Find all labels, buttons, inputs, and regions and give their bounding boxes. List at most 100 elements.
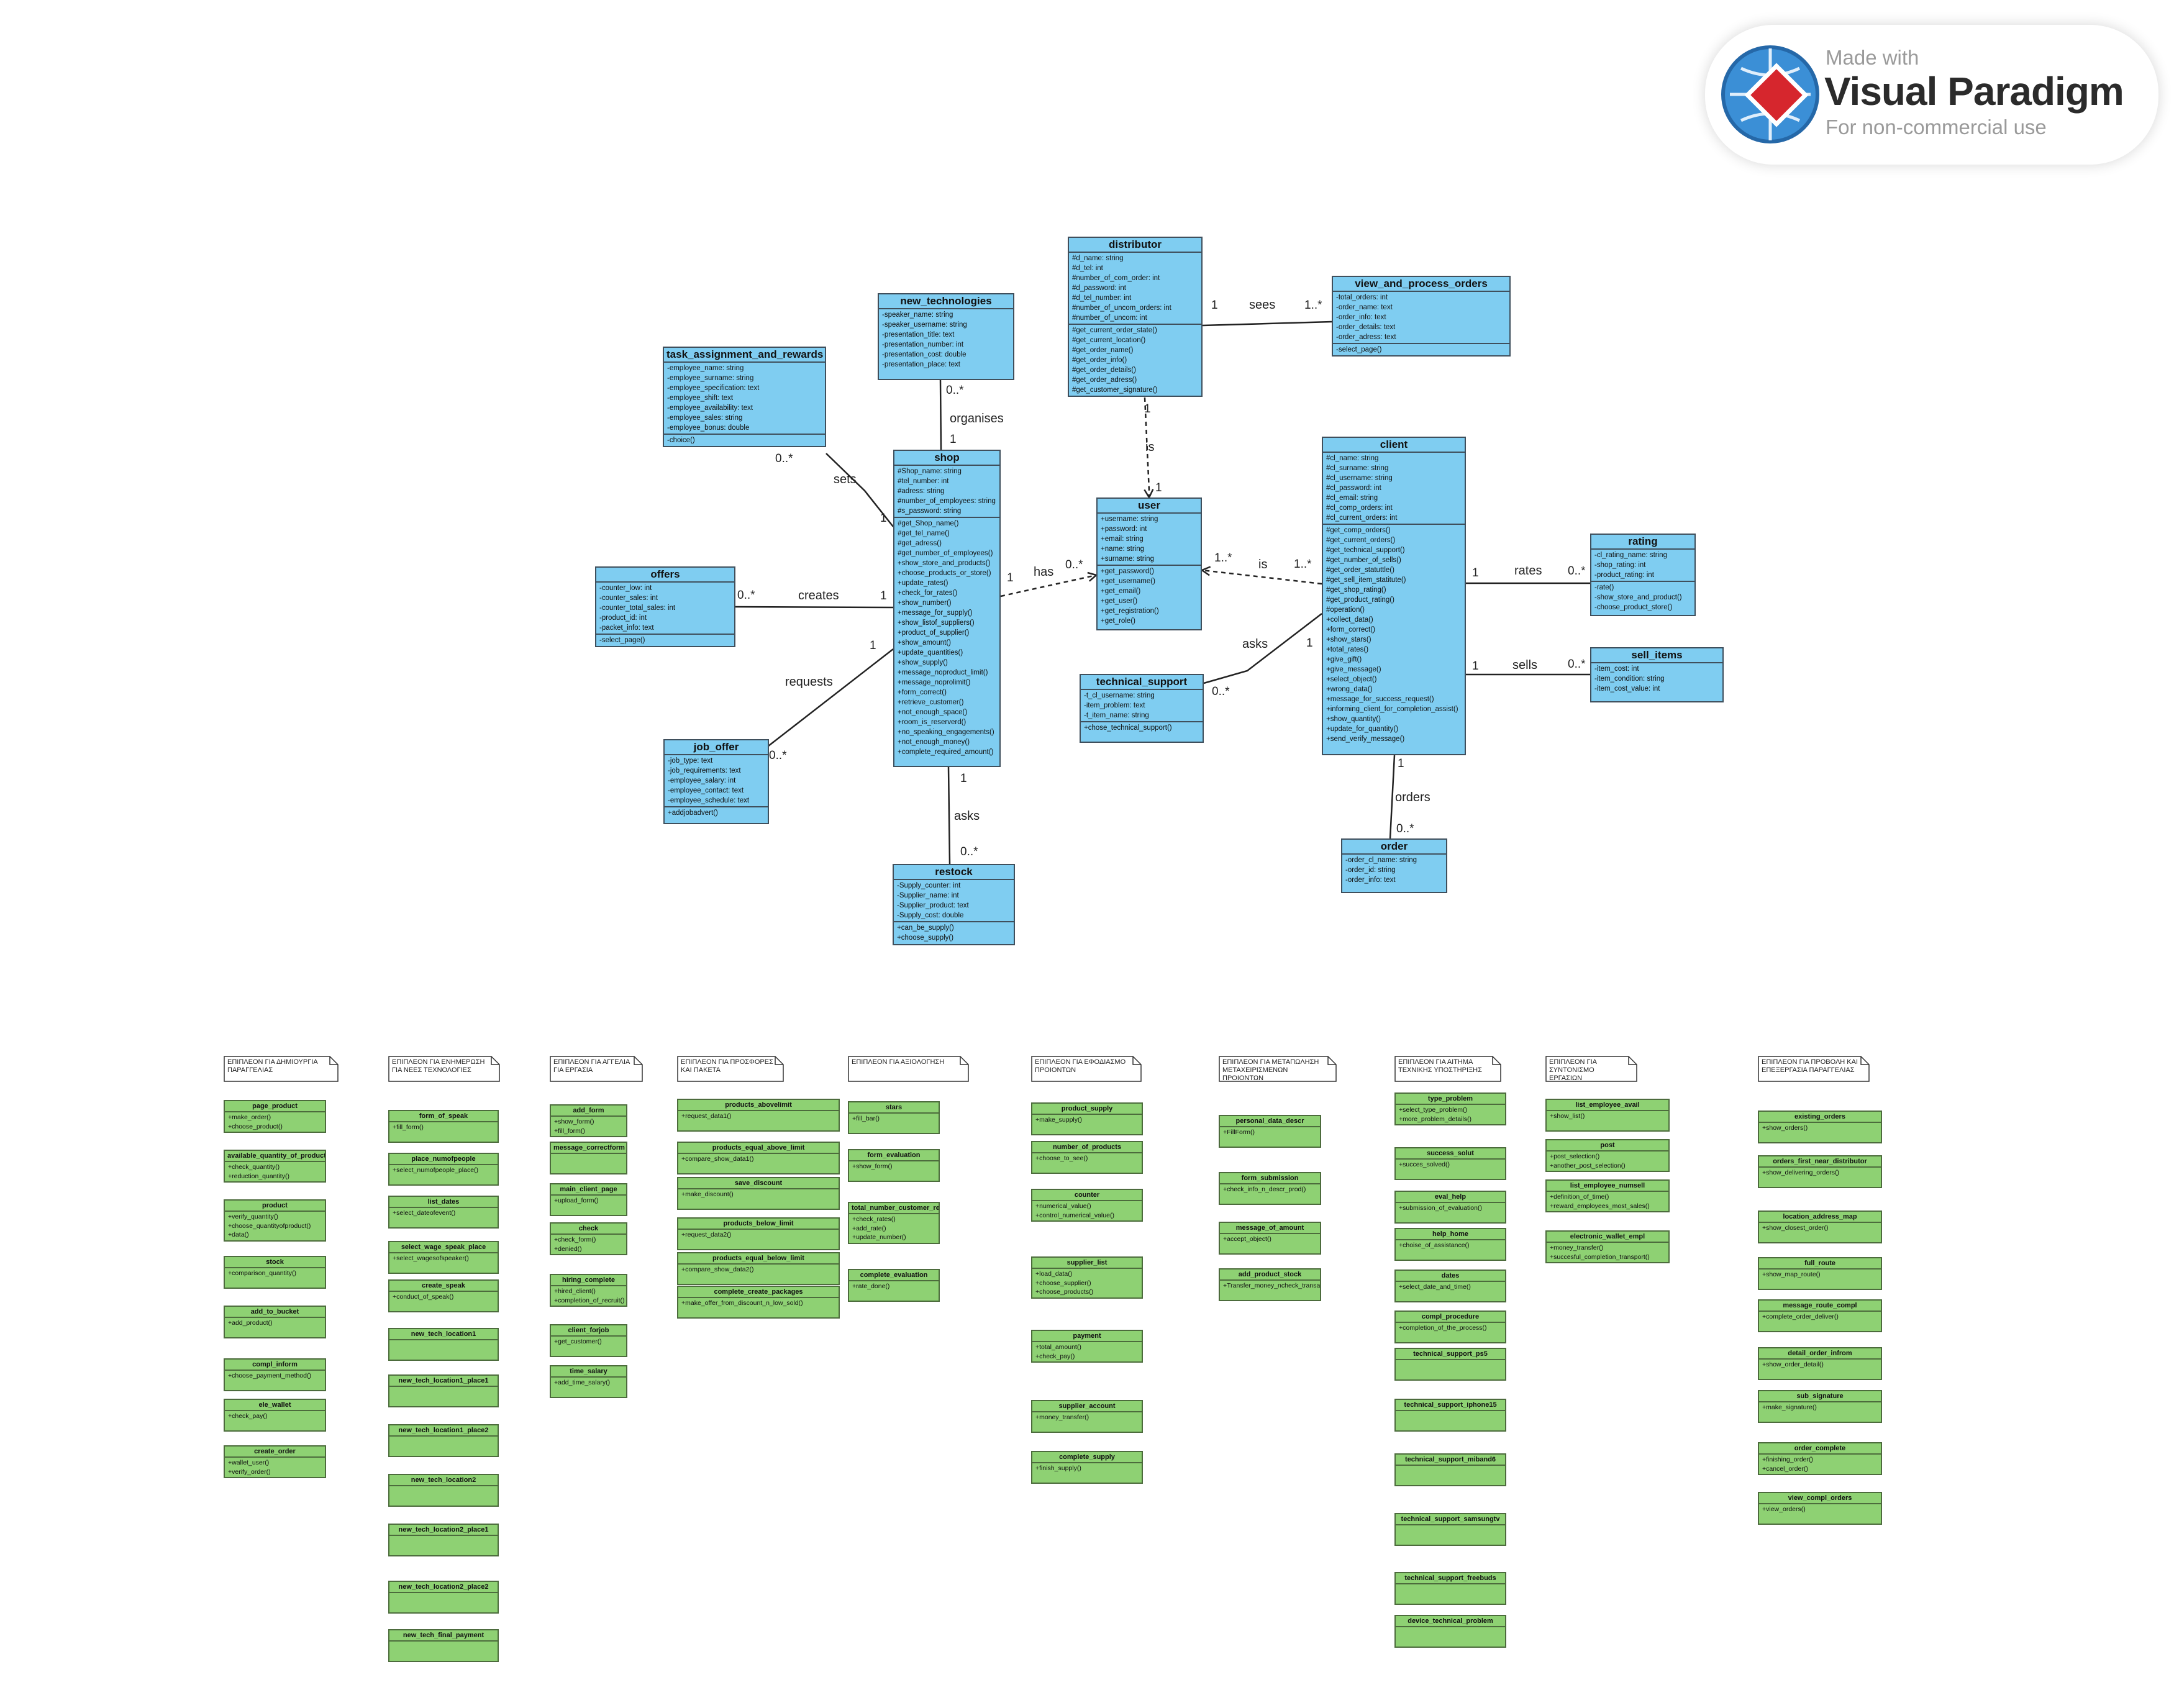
class-message-route-compl[interactable]: message_route_compl +complete_order_deliv…	[1758, 1299, 1882, 1332]
class-counter[interactable]: counter +numerical_value() +control_numeri…	[1031, 1189, 1143, 1222]
class-location-address-map[interactable]: location_address_map +show_closest_order(…	[1758, 1211, 1882, 1243]
class-title: add_to_bucket	[225, 1307, 325, 1318]
class-stars[interactable]: stars +fill_bar()	[848, 1101, 940, 1134]
class-create-speak[interactable]: create_speak +conduct_of_speak()	[388, 1279, 499, 1312]
class-compl-procedure[interactable]: compl_procedure +completion_of_the_proces…	[1394, 1311, 1506, 1343]
class-ele-wallet[interactable]: ele_wallet +check_pay()	[224, 1399, 326, 1432]
class-member: +submission_of_evaluation()	[1399, 1204, 1482, 1212]
class-main-client-page[interactable]: main_client_page +upload_form()	[550, 1183, 627, 1216]
class-form-evaluation[interactable]: form_evaluation +show_form()	[848, 1149, 940, 1182]
class-post[interactable]: post +post_selection() +another_post_selec…	[1545, 1139, 1670, 1172]
class-supplier-account[interactable]: supplier_account +money_transfer()	[1031, 1400, 1143, 1433]
class-member: +message_for_supply()	[898, 609, 973, 617]
class-products-equal-above-limit[interactable]: products_equal_above_limit +compare_show_…	[677, 1142, 840, 1174]
class-order[interactable]: order -order_cl_name: string -order_id: s…	[1341, 838, 1447, 893]
class-offers[interactable]: offers -counter_low: int -counter_sales: …	[595, 566, 735, 647]
class-complete-evaluation[interactable]: complete_evaluation +rate_done()	[848, 1269, 940, 1302]
class-complete-create-packages[interactable]: complete_create_packages +make_offer_from…	[677, 1286, 840, 1319]
class-payment[interactable]: payment +total_amount() +check_pay()	[1031, 1330, 1143, 1363]
class-job-offer[interactable]: job_offer -job_type: text -job_requiremen…	[663, 739, 769, 824]
class-number-of-products[interactable]: number_of_products +choose_to_see()	[1031, 1141, 1143, 1174]
class-client-forjob[interactable]: client_forjob +get_customer()	[550, 1324, 627, 1357]
class-technical-support-iphone15[interactable]: technical_support_iphone15	[1394, 1399, 1506, 1432]
class-new-tech-location1-place1[interactable]: new_tech_location1_place1	[388, 1374, 499, 1407]
class-hiring-complete[interactable]: hiring_complete +hired_client() +completio…	[550, 1274, 627, 1307]
class-complete-supply[interactable]: complete_supply +finish_supply()	[1031, 1451, 1143, 1484]
class-device-technical-problem[interactable]: device_technical_problem	[1394, 1615, 1506, 1648]
class-new-tech-location2[interactable]: new_tech_location2	[388, 1474, 499, 1507]
class-place-numofpeople[interactable]: place_numofpeople +select_numofpeople_pla…	[388, 1153, 499, 1186]
class-form-submission[interactable]: form_submission +check_info_n_descr_prod(…	[1219, 1172, 1321, 1205]
class-existing-orders[interactable]: existing_orders +show_orders()	[1758, 1111, 1882, 1143]
class-technical-support-freebuds[interactable]: technical_support_freebuds	[1394, 1572, 1506, 1605]
class-title: detail_order_infrom	[1759, 1348, 1881, 1360]
class-product-supply[interactable]: product_supply +make_supply()	[1031, 1102, 1143, 1135]
class-dates[interactable]: dates +select_date_and_time()	[1394, 1270, 1506, 1302]
class-message-correctform[interactable]: message_correctform	[550, 1142, 627, 1174]
class-restock[interactable]: restock -Supply_counter: int -Supplier_na…	[893, 864, 1015, 945]
class-technical-support-samsungtv[interactable]: technical_support_samsungtv	[1394, 1513, 1506, 1546]
class-type-problem[interactable]: type_problem +select_type_problem() +more_…	[1394, 1092, 1506, 1125]
class-save-discount[interactable]: save_discount +make_discount()	[677, 1177, 840, 1210]
multiplicity: 1	[1144, 402, 1151, 416]
class-client[interactable]: client #cl_name: string #cl_surname: stri…	[1322, 437, 1466, 755]
class-products-equal-below-limit[interactable]: products_equal_below_limit +compare_show_…	[677, 1252, 840, 1285]
class-order-complete[interactable]: order_complete +finishing_order() +cancel_…	[1758, 1442, 1882, 1475]
class-sell-items[interactable]: sell_items -item_cost: int -item_conditio…	[1590, 647, 1724, 702]
class-shop[interactable]: shop #Shop_name: string #tel_number: int #…	[893, 450, 1001, 767]
class-products-below-limit[interactable]: products_below_limit +request_data2()	[677, 1217, 840, 1250]
class-list-employee-avail[interactable]: list_employee_avail +show_list()	[1545, 1099, 1670, 1132]
class-rating[interactable]: rating -cl_rating_name: string -shop_rati…	[1590, 534, 1696, 616]
class-supplier-list[interactable]: supplier_list +load_data() +choose_supplie…	[1031, 1256, 1143, 1299]
methods	[1396, 1584, 1505, 1604]
class-compl-inform[interactable]: compl_inform +choose_payment_method()	[224, 1358, 326, 1391]
class-user[interactable]: user +username: string +password: int +ema…	[1096, 497, 1202, 630]
class-check[interactable]: check +check_form() +denied()	[550, 1222, 627, 1255]
class-technical-support-miband6[interactable]: technical_support_miband6	[1394, 1453, 1506, 1486]
class-products-abovelimit[interactable]: products_abovelimit +request_data1()	[677, 1099, 840, 1132]
class-create-order[interactable]: create_order +wallet_user() +verify_order(…	[224, 1445, 326, 1478]
class-page-product[interactable]: page_product +make_order() +choose_product…	[224, 1100, 326, 1133]
class-personal-data-descr[interactable]: personal_data_descr +FillForm()	[1219, 1115, 1321, 1148]
class-list-employee-numsell[interactable]: list_employee_numsell +definition_of_time…	[1545, 1179, 1670, 1212]
class-new-tech-location1[interactable]: new_tech_location1	[388, 1328, 499, 1361]
class-eval-help[interactable]: eval_help +submission_of_evaluation()	[1394, 1191, 1506, 1224]
class-sub-signature[interactable]: sub_signature +make_signature()	[1758, 1390, 1882, 1423]
class-add-form[interactable]: add_form +show_form() +fill_form()	[550, 1104, 627, 1137]
class-title: total_number_customer_reviews	[849, 1203, 939, 1214]
class-electronic-wallet-empl[interactable]: electronic_wallet_empl +money_transfer() +…	[1545, 1230, 1670, 1263]
class-technical-support[interactable]: technical_support -t_cl_username: string…	[1080, 674, 1204, 743]
class-member: #get_order_name()	[1072, 347, 1134, 354]
class-new-tech-location1-place2[interactable]: new_tech_location1_place2	[388, 1424, 499, 1457]
class-select-wage-speak-place[interactable]: select_wage_speak_place +select_wagesofsp…	[388, 1241, 499, 1274]
class-time-salary[interactable]: time_salary +add_time_salary()	[550, 1365, 627, 1398]
class-new-technologies[interactable]: new_technologies -speaker_name: string -s…	[878, 293, 1014, 380]
class-message-of-amount[interactable]: message_of_amount +accept_object()	[1219, 1222, 1321, 1255]
class-detail-order-infrom[interactable]: detail_order_infrom +show_order_detail()	[1758, 1347, 1882, 1380]
class-distributor[interactable]: distributor #d_name: string #d_tel: int #n…	[1068, 237, 1203, 397]
class-available-quantity-of-product[interactable]: available_quantity_of_product +check_quan…	[224, 1150, 326, 1183]
class-list-dates[interactable]: list_dates +select_dateofevent()	[388, 1196, 499, 1229]
class-view-and-process-orders[interactable]: view_and_process_orders -total_orders: i…	[1332, 276, 1511, 357]
class-form-of-speak[interactable]: form_of_speak +fill_form()	[388, 1110, 499, 1143]
class-add-product-stock[interactable]: add_product_stock +Transfer_money_ncheck_…	[1219, 1268, 1321, 1301]
multiplicity: 1	[1155, 481, 1162, 494]
class-total-number-customer-reviews[interactable]: total_number_customer_reviews+check_rate…	[848, 1202, 940, 1244]
class-title: technical_support	[1081, 675, 1203, 690]
class-success-solut[interactable]: success_solut +succes_solved()	[1394, 1147, 1506, 1180]
class-stock[interactable]: stock +comparison_quantity()	[224, 1256, 326, 1289]
class-new-tech-location2-place2[interactable]: new_tech_location2_place2	[388, 1581, 499, 1614]
methods: +make_supply()	[1032, 1115, 1142, 1134]
class-product[interactable]: product +verify_quantity() +choose_quantit…	[224, 1199, 326, 1242]
class-technical-support-ps5[interactable]: technical_support_ps5	[1394, 1348, 1506, 1381]
class-member: +product_of_supplier()	[898, 629, 970, 637]
class-task-assignment-and-rewards[interactable]: task_assignment_and_rewards -employee_na…	[663, 347, 826, 447]
class-help-home[interactable]: help_home +choise_of_assistance()	[1394, 1228, 1506, 1261]
class-full-route[interactable]: full_route +show_map_route()	[1758, 1257, 1882, 1290]
class-new-tech-location2-place1[interactable]: new_tech_location2_place1	[388, 1524, 499, 1556]
class-orders-first-near-distributor[interactable]: orders_first_near_distributor +show_deliv…	[1758, 1155, 1882, 1188]
class-view-compl-orders[interactable]: view_compl_orders +view_orders()	[1758, 1492, 1882, 1525]
edge-task-shop	[825, 453, 894, 527]
class-add-to-bucket[interactable]: add_to_bucket +add_product()	[224, 1306, 326, 1338]
class-new-tech-final-payment[interactable]: new_tech_final_payment	[388, 1629, 499, 1662]
